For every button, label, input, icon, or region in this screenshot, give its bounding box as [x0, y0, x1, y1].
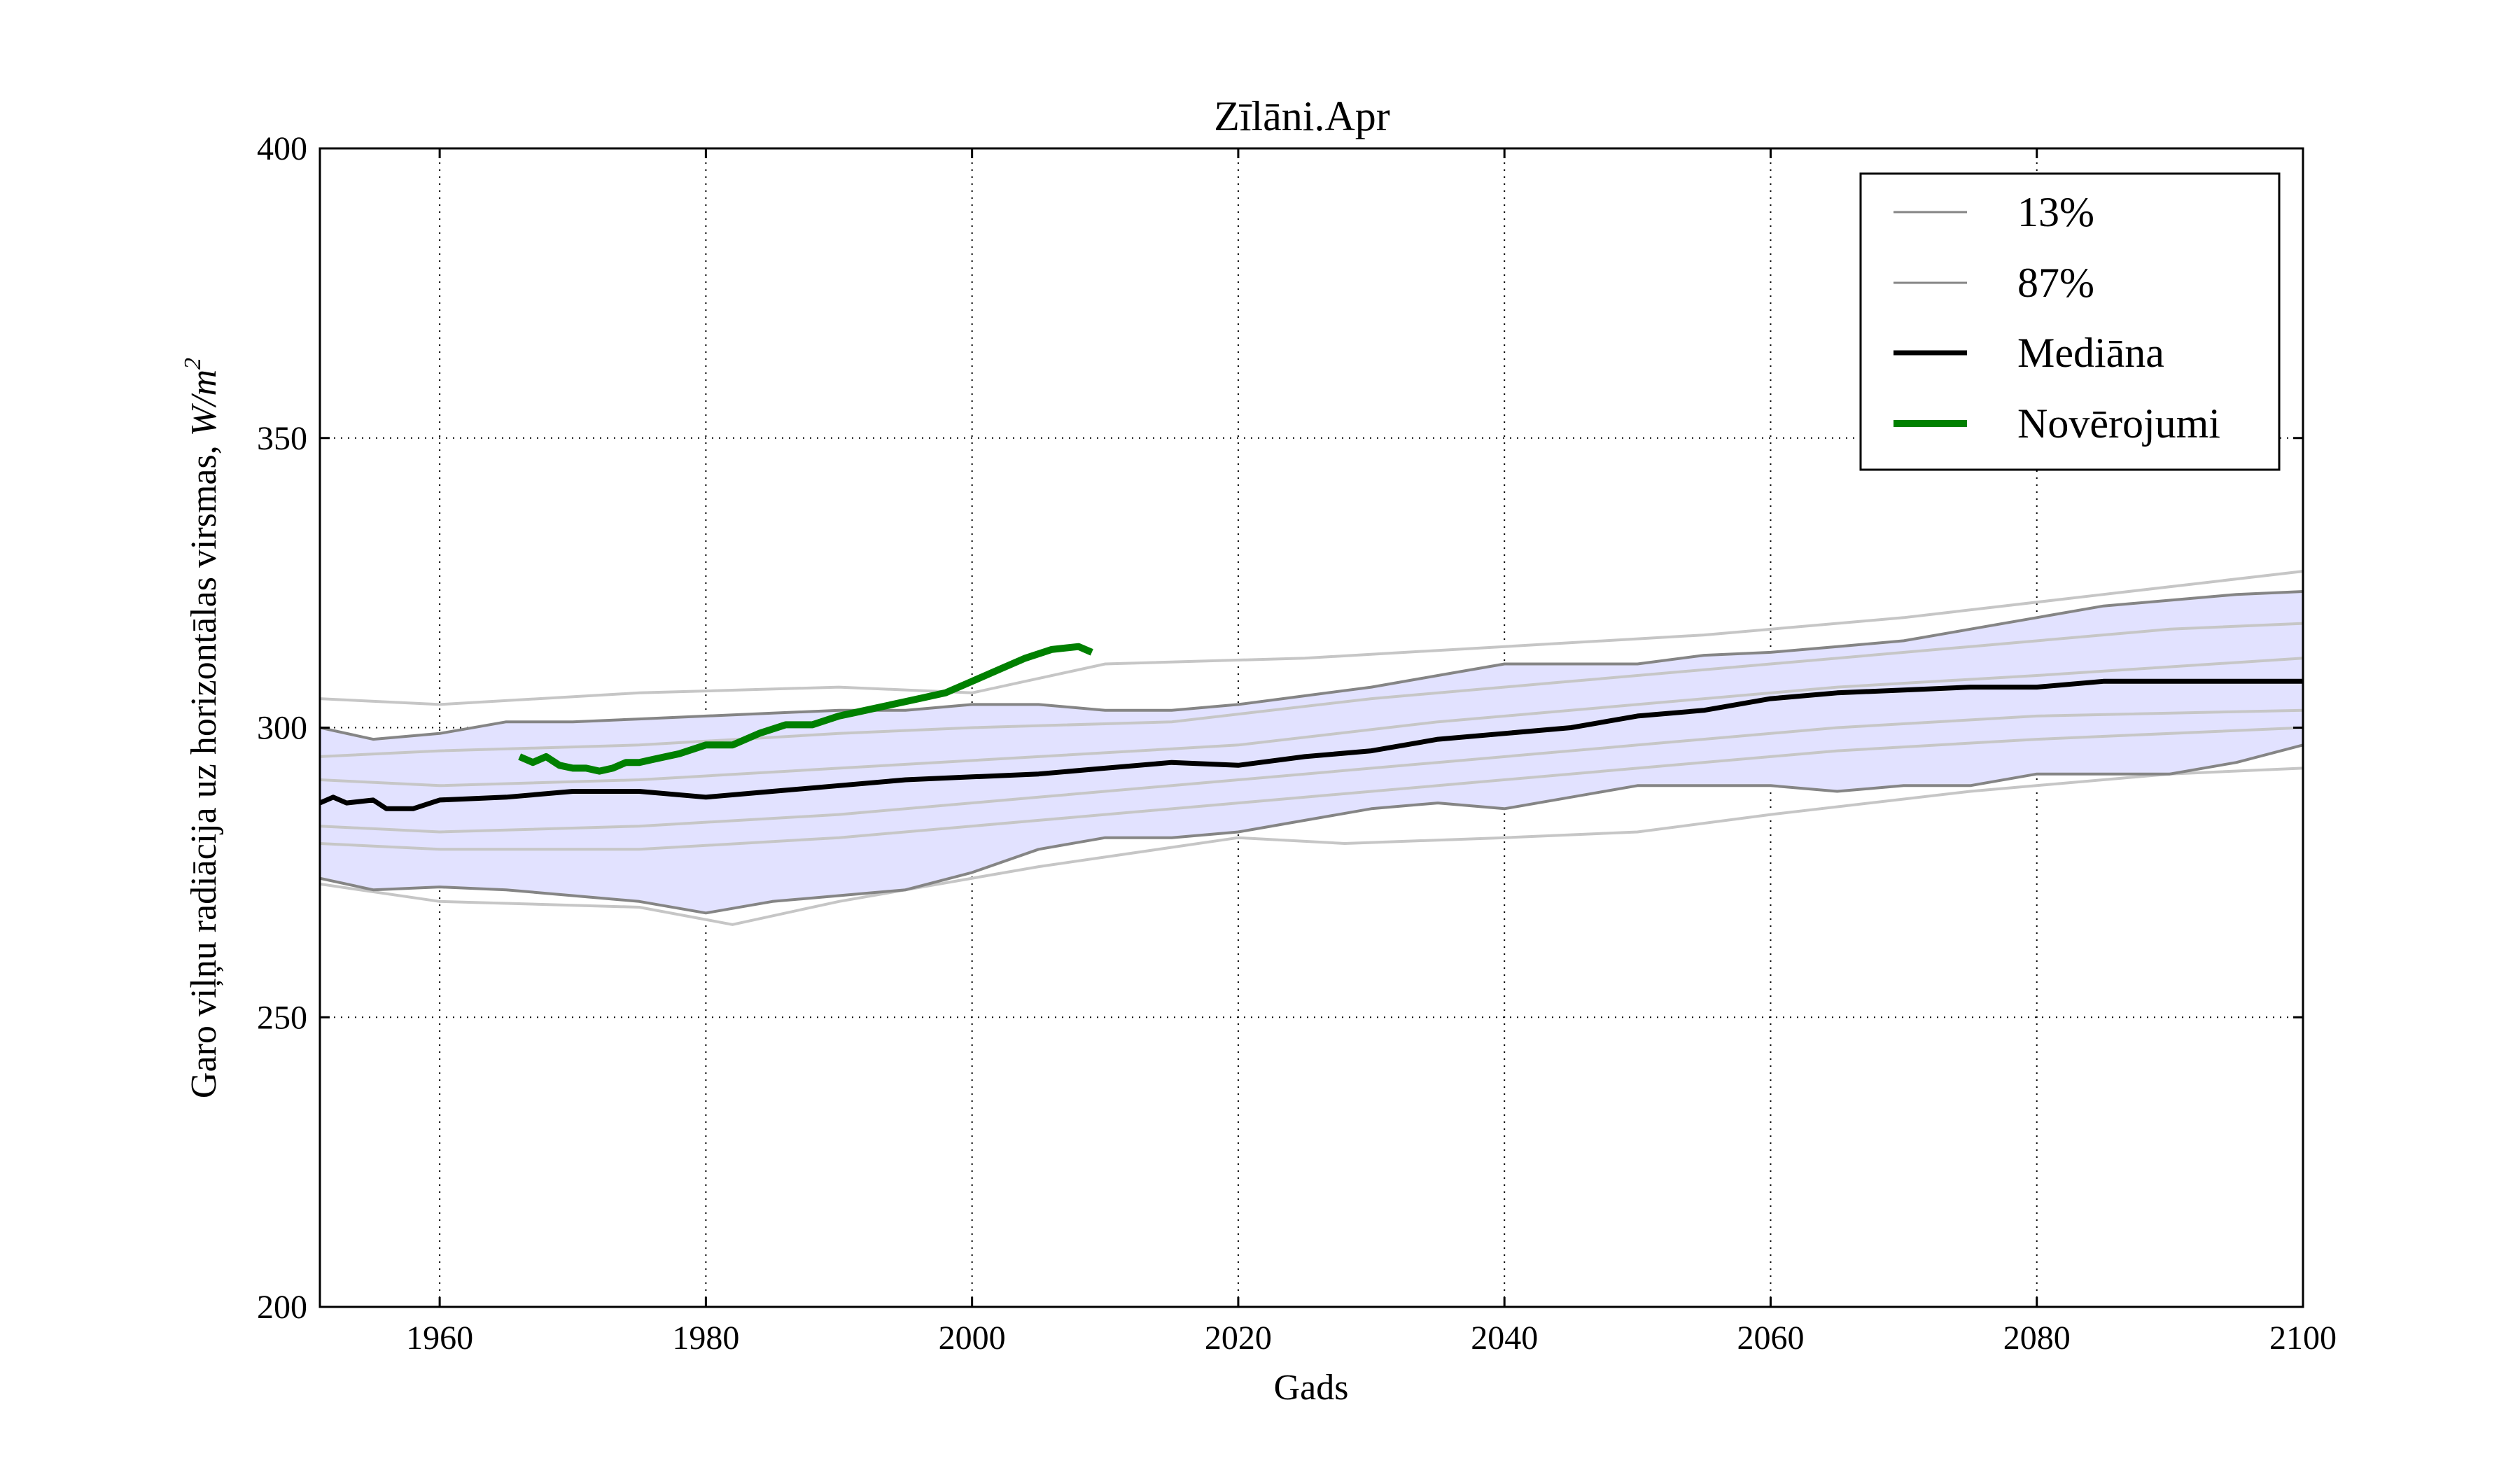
series-line-observations [518, 643, 1093, 775]
x-tick-label-1980: 1980 [672, 1320, 739, 1357]
y-tick-label-200: 200 [257, 1289, 307, 1326]
legend-label-observations: Novērojumi [2017, 400, 2220, 447]
y-axis-ticks: 200 250 300 350 400 [257, 130, 2303, 1326]
ensemble-member-3 [320, 657, 2303, 788]
legend-label-median: Mediāna [2017, 330, 2164, 376]
x-tick-label-1960: 1960 [406, 1320, 473, 1357]
x-tick-label-2040: 2040 [1471, 1320, 1538, 1357]
series-line-87 [320, 590, 2303, 741]
series-line-13 [320, 743, 2303, 915]
y-axis-label-unit-power: 2 [180, 358, 206, 370]
band-fill [320, 592, 2303, 913]
y-axis-label-unit: W/m [184, 370, 224, 436]
ensemble-members [320, 570, 2303, 926]
ensemble-member-4 [320, 708, 2303, 834]
legend-label-13: 13% [2017, 189, 2094, 235]
x-tick-label-2020: 2020 [1205, 1320, 1272, 1357]
ensemble-member-1 [320, 570, 2303, 706]
chart-title: Zīlāni.Apr [1214, 93, 1390, 139]
y-tick-label-350: 350 [257, 420, 307, 457]
x-tick-label-2060: 2060 [1737, 1320, 1804, 1357]
ensemble-member-2 [320, 622, 2303, 758]
series-line-median [320, 678, 2303, 811]
x-tick-label-2100: 2100 [2269, 1320, 2337, 1357]
x-axis-ticks: 1960 1980 2000 2020 2040 2060 2080 2100 [406, 148, 2337, 1357]
series-lines [320, 590, 2303, 915]
y-axis-label-text: Garo viļņu radiācija uz horizontālas vir… [184, 436, 224, 1098]
x-tick-label-2080: 2080 [2003, 1320, 2071, 1357]
ensemble-member-5 [320, 726, 2303, 851]
x-axis-label: Gads [1274, 1368, 1349, 1408]
y-tick-label-400: 400 [257, 130, 307, 167]
y-tick-label-300: 300 [257, 710, 307, 747]
y-axis-label: Garo viļņu radiācija uz horizontālas vir… [180, 358, 224, 1098]
x-tick-label-2000: 2000 [939, 1320, 1006, 1357]
legend: 13% 87% Mediāna Novērojumi [1859, 172, 2281, 471]
y-tick-label-250: 250 [257, 999, 307, 1036]
percentile-band [320, 592, 2303, 913]
ensemble-member-6 [320, 766, 2303, 926]
legend-label-87: 87% [2017, 260, 2094, 306]
